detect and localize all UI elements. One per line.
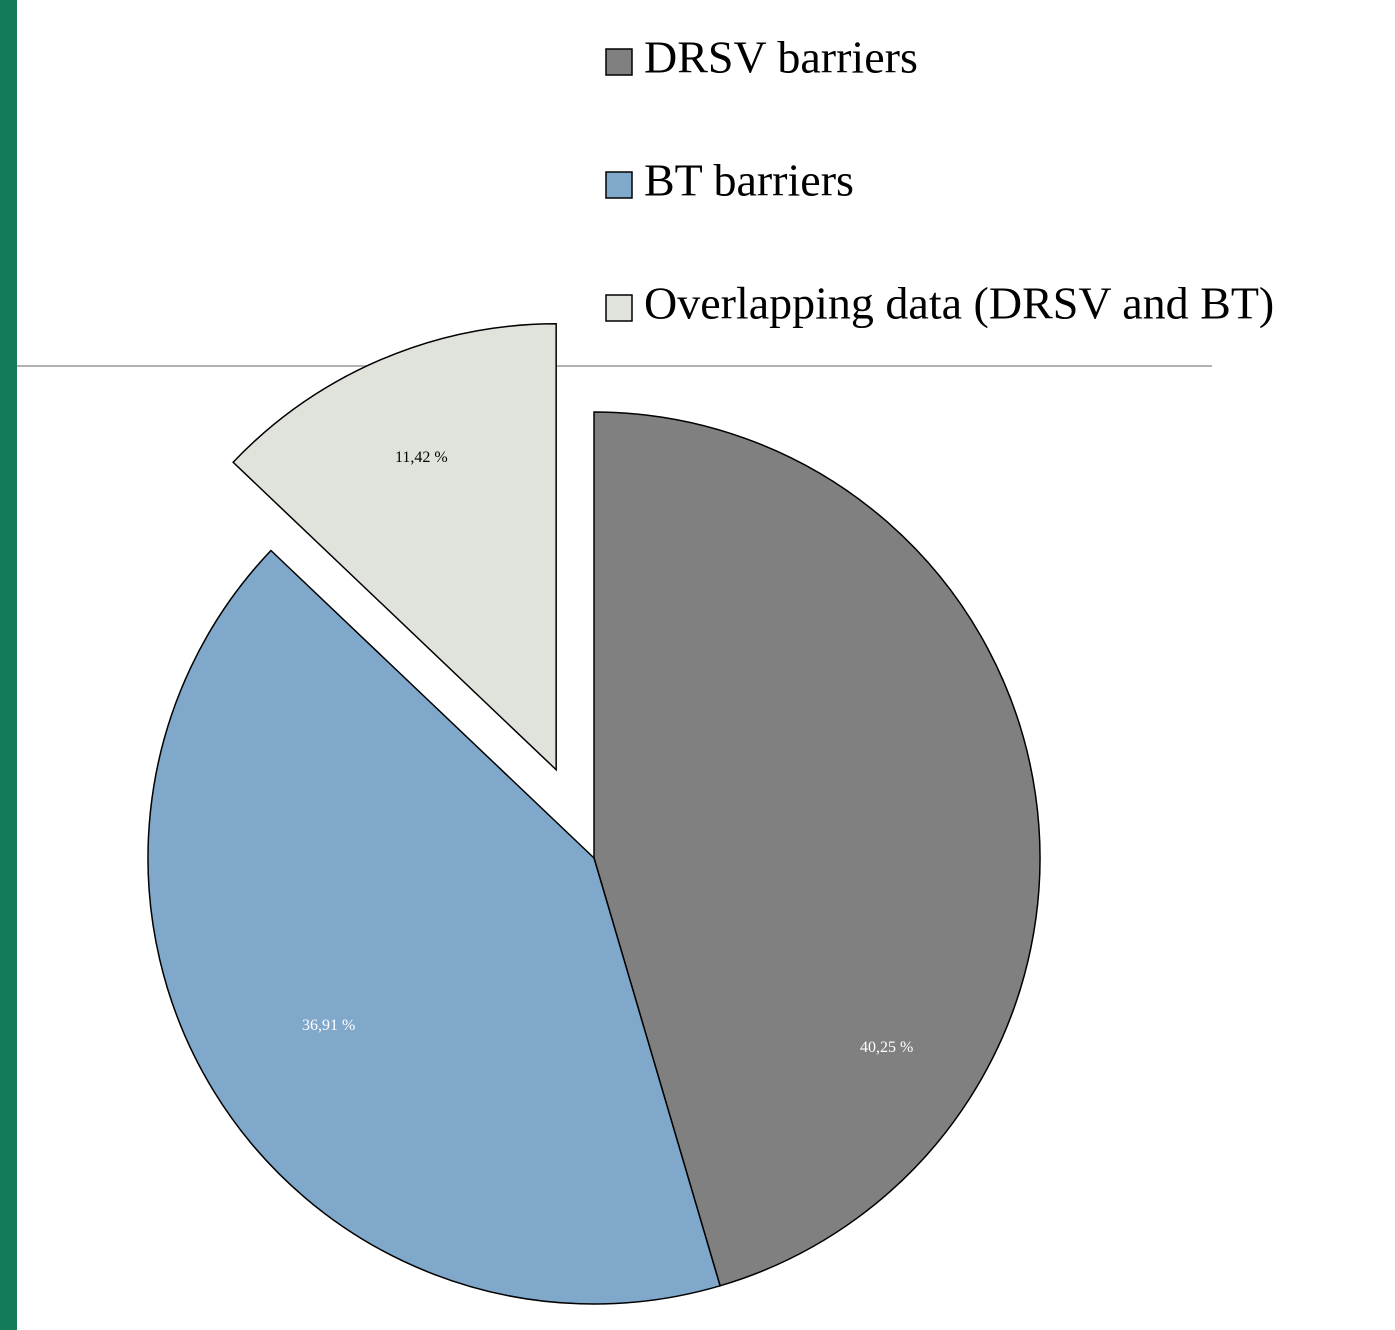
legend-swatch xyxy=(605,48,633,76)
pie-slice xyxy=(147,549,721,1305)
legend-swatch xyxy=(605,294,633,322)
slice-label: 11,42 % xyxy=(395,449,448,466)
pie-slice xyxy=(232,323,557,772)
legend-swatch xyxy=(605,171,633,199)
legend-text: DRSV barriers xyxy=(644,32,918,83)
slice-label: 40,25 % xyxy=(860,1039,913,1056)
legend-text: BT barriers xyxy=(644,155,854,206)
side-bar xyxy=(0,0,17,1330)
pie-slice xyxy=(593,411,1041,1287)
legend-text: Overlapping data (DRSV and BT) xyxy=(644,278,1274,329)
slice-label: 36,91 % xyxy=(302,1017,355,1034)
